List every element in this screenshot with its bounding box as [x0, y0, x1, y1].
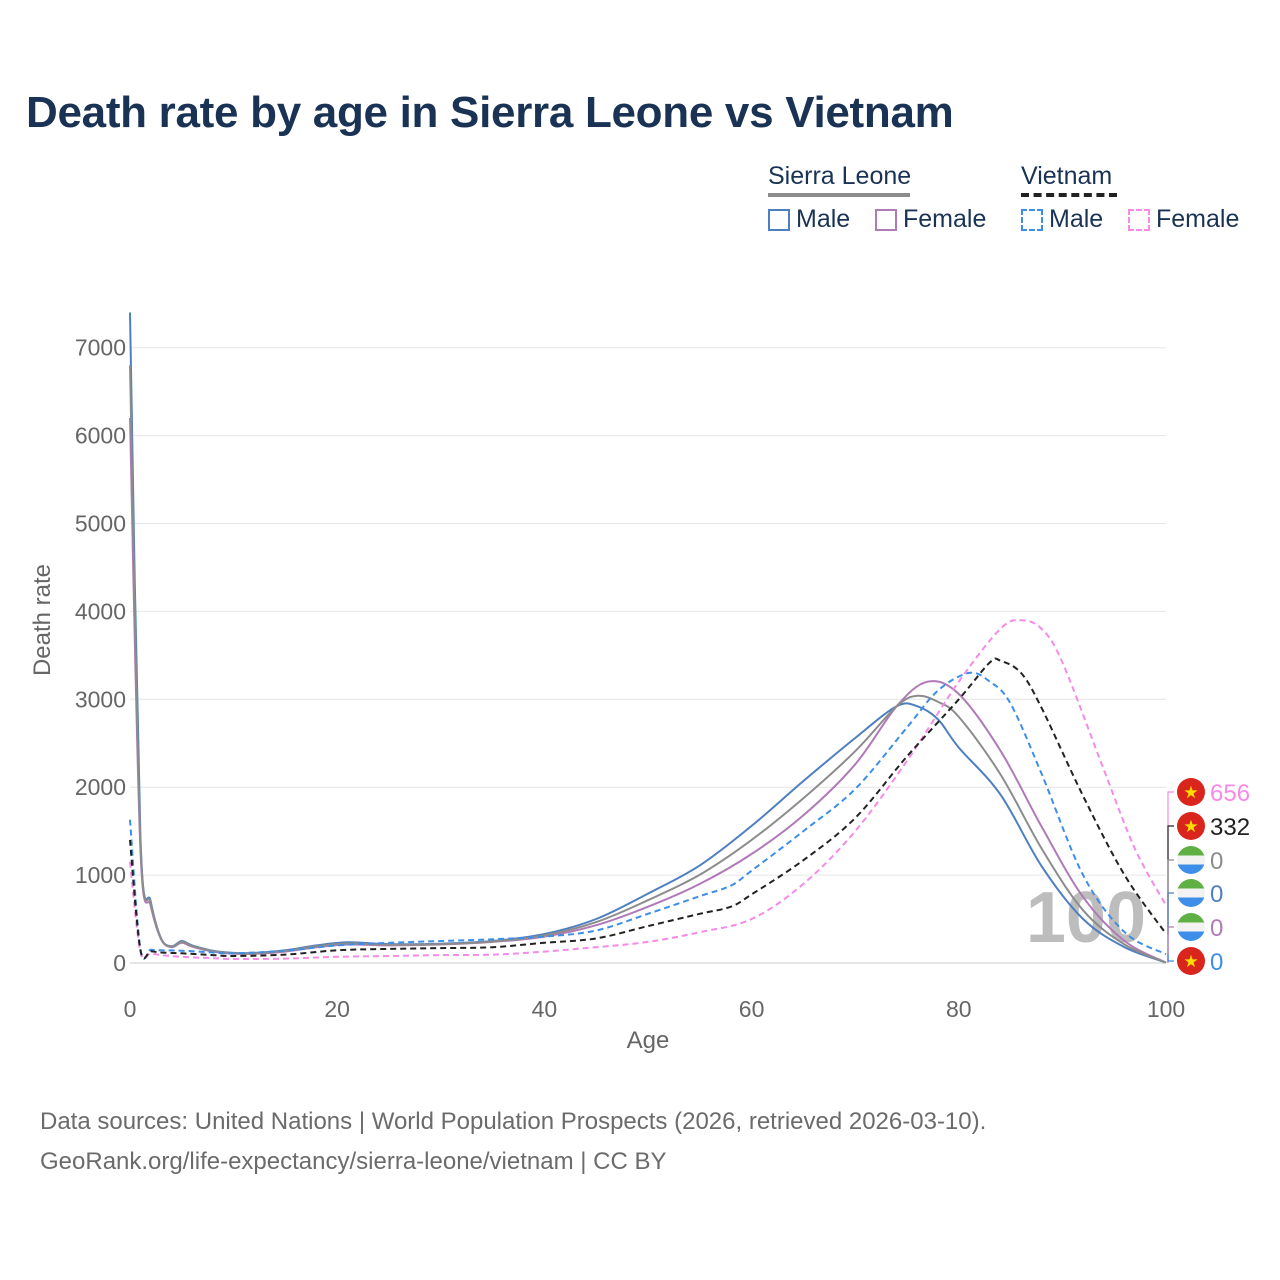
end-value-label: 0 [1210, 848, 1223, 875]
vietnam-flag-icon: ★ [1177, 947, 1205, 975]
x-tick-label: 20 [324, 996, 350, 1022]
y-tick-label: 2000 [75, 774, 126, 800]
legend-label: Male [1049, 205, 1104, 233]
end-label-connector [1167, 892, 1174, 963]
end-label-connector [1167, 825, 1174, 934]
legend-item-sierra-leone-male[interactable]: Male [768, 205, 850, 234]
y-tick-label: 6000 [75, 423, 126, 449]
x-axis: 0 20 40 60 80 100 [124, 996, 1186, 1022]
footer-sources: Data sources: United Nations | World Pop… [40, 1108, 987, 1135]
legend-group-sierra-leone[interactable]: Sierra Leone [768, 162, 912, 190]
y-tick-label: 1000 [75, 862, 126, 888]
vietnam-flag-icon: ★ [1177, 812, 1205, 840]
series-line-sierra-leone-male[interactable] [129, 312, 1167, 964]
end-value-label: 0 [1210, 881, 1223, 908]
svg-text:★: ★ [1183, 783, 1198, 802]
end-value-label: 0 [1210, 915, 1223, 942]
legend-item-sierra-leone-female[interactable]: Female [875, 205, 986, 234]
y-axis-title: Death rate [29, 564, 56, 676]
legend-swatch [768, 208, 790, 231]
legend-swatch [1128, 208, 1150, 231]
legend-label: Male [796, 205, 851, 233]
legend-sierra-leone-line [768, 193, 910, 197]
series-line-vietnam-female[interactable] [129, 619, 1167, 961]
svg-text:★: ★ [1183, 952, 1198, 971]
legend-swatch [1021, 208, 1043, 231]
series-lines [129, 312, 1167, 964]
y-tick-label: 3000 [75, 686, 126, 712]
x-tick-label: 100 [1147, 996, 1185, 1022]
series-line-vietnam-total[interactable] [129, 657, 1167, 960]
x-tick-label: 0 [124, 996, 137, 1022]
series-line-sierra-leone-total[interactable] [129, 365, 1167, 964]
x-axis-title: Age [627, 1027, 670, 1054]
x-tick-label: 80 [946, 996, 972, 1022]
legend-vietnam-line [1021, 193, 1117, 197]
sierra-leone-flag-icon [1177, 913, 1205, 941]
end-value-label: 0 [1210, 949, 1223, 976]
y-tick-label: 7000 [75, 335, 126, 361]
series-line-sierra-leone-female[interactable] [129, 417, 1167, 964]
end-label-connector [1167, 954, 1174, 962]
svg-text:★: ★ [1183, 817, 1198, 836]
legend-label: Female [903, 205, 987, 233]
end-label-connector [1167, 791, 1174, 906]
legend-swatch [875, 208, 897, 231]
sierra-leone-flag-icon [1177, 879, 1205, 907]
legend-group-vietnam[interactable]: Vietnam [1021, 162, 1113, 190]
footer-link[interactable]: GeoRank.org/life-expectancy/sierra-leone… [40, 1148, 667, 1175]
legend-item-vietnam-male[interactable]: Male [1021, 205, 1103, 234]
y-tick-label: 5000 [75, 511, 126, 537]
end-value-label: 656 [1210, 780, 1250, 807]
end-label-connector [1167, 859, 1174, 963]
legend-label: Female [1156, 205, 1240, 233]
y-tick-label: 4000 [75, 598, 126, 624]
grid [130, 347, 1166, 964]
y-axis: 0 1000 2000 3000 4000 5000 6000 7000 [75, 335, 126, 976]
series-line-vietnam-male[interactable] [129, 671, 1167, 960]
chart-title: Death rate by age in Sierra Leone vs Vie… [26, 88, 954, 137]
end-labels: ★ 656 ★ 332 0 0 0 ★ 0 [1167, 778, 1250, 976]
sierra-leone-flag-icon [1177, 846, 1205, 874]
y-tick-label: 0 [113, 950, 126, 976]
x-tick-label: 40 [532, 996, 558, 1022]
x-tick-label: 60 [739, 996, 765, 1022]
end-label-connector [1167, 926, 1174, 963]
vietnam-flag-icon: ★ [1177, 778, 1205, 806]
end-value-label: 332 [1210, 814, 1250, 841]
legend-item-vietnam-female[interactable]: Female [1128, 205, 1239, 234]
